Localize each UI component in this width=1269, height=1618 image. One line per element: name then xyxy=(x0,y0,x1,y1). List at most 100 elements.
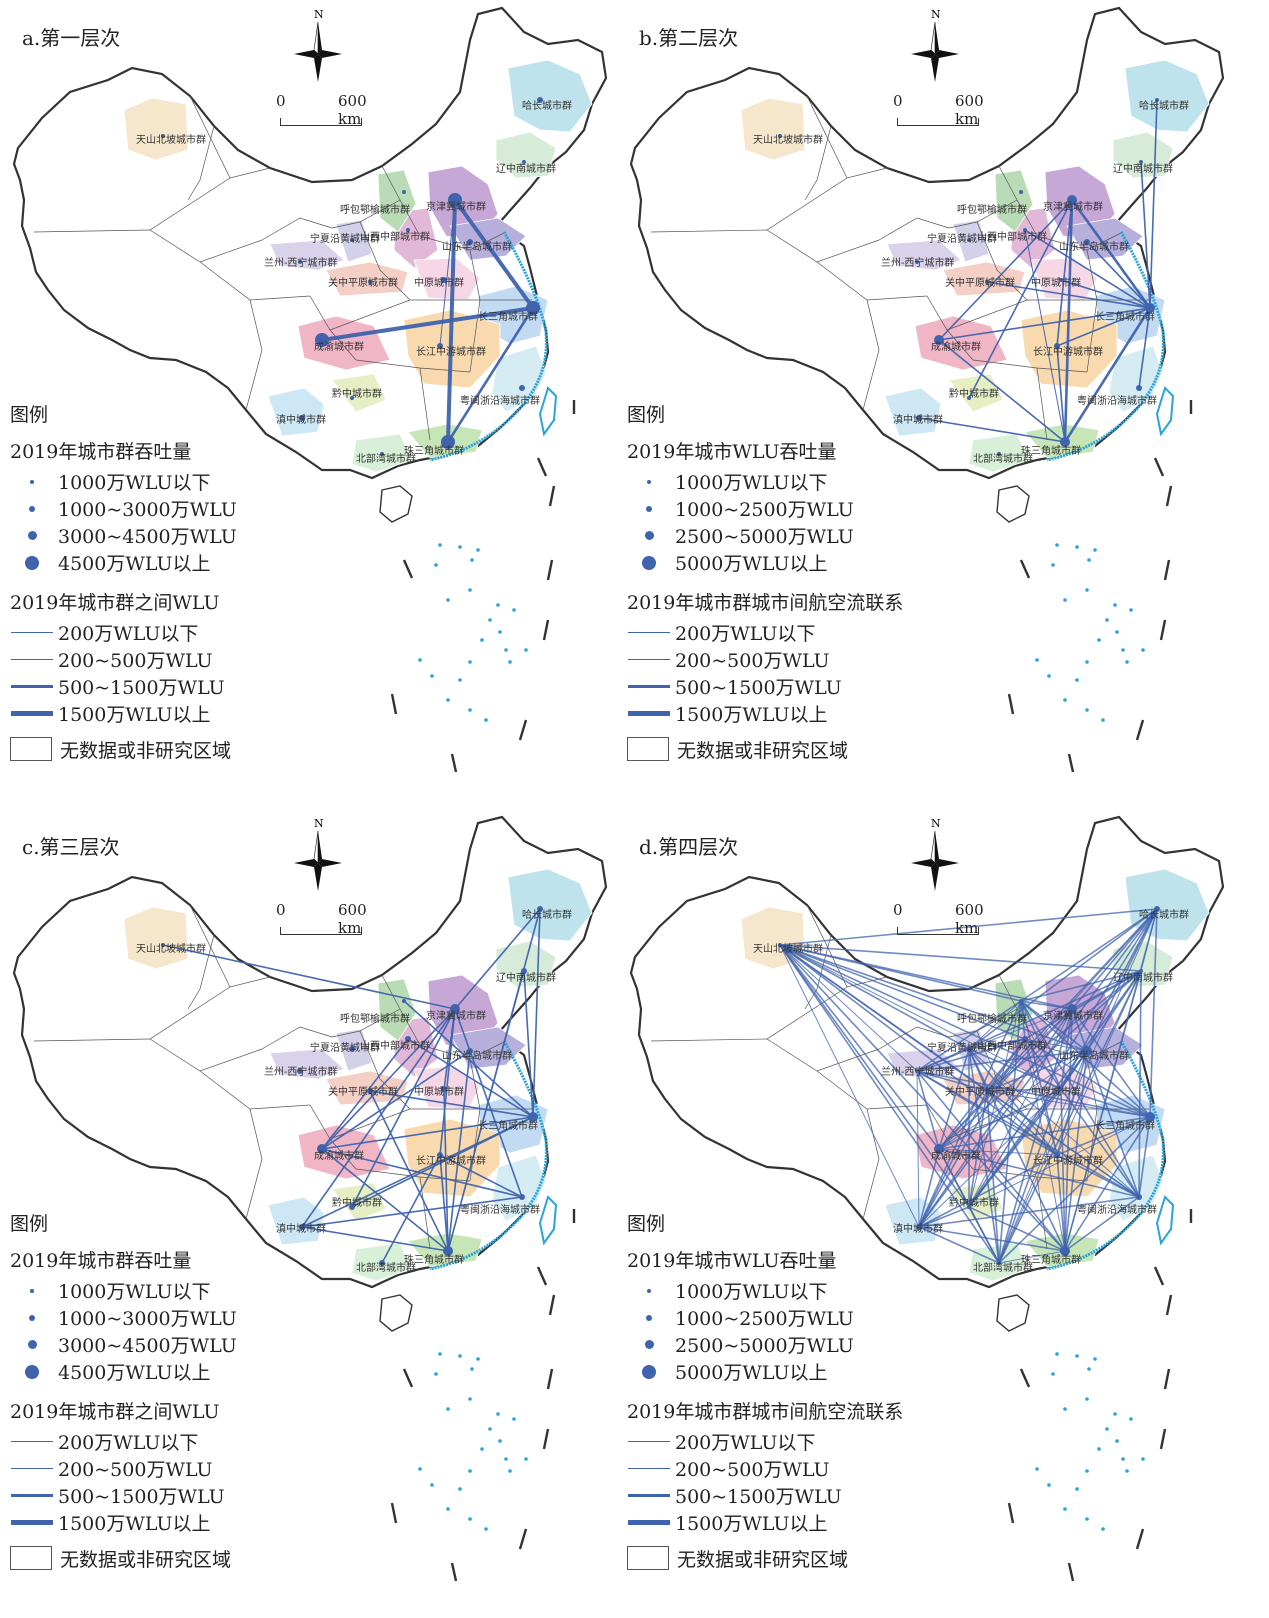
region-label: 北部湾城市群 xyxy=(973,452,1033,465)
legend-edge-label: 200万WLU以下 xyxy=(58,623,199,645)
scale-distance: 600 km xyxy=(338,901,367,937)
region-node xyxy=(1067,1004,1077,1014)
region-node xyxy=(467,239,473,245)
legend-node-row: 5000万WLU以上 xyxy=(627,1358,917,1385)
region-label: 山东半岛城市群 xyxy=(1059,1049,1129,1062)
hainan-island xyxy=(379,1294,413,1332)
dashed-boundary xyxy=(450,1562,458,1582)
legend-line xyxy=(628,1494,670,1497)
region-label: 天山北坡城市群 xyxy=(753,133,823,146)
legend-edge-row: 200~500万WLU xyxy=(10,646,300,673)
region-label: 山西中部城市群 xyxy=(977,230,1047,243)
flow-line xyxy=(301,1226,449,1252)
flow-line xyxy=(918,1196,1140,1228)
flow-line xyxy=(918,1226,1066,1252)
province-border xyxy=(261,217,333,241)
legend-line-cell xyxy=(627,658,671,661)
legend-nodata: 无数据或非研究区域 xyxy=(10,1544,300,1572)
region-label: 哈长城市群 xyxy=(522,908,572,921)
region-14 xyxy=(297,315,391,371)
region-node xyxy=(537,906,543,912)
needle-w xyxy=(294,859,318,867)
region-label: 兰州-西宁城市群 xyxy=(264,256,337,269)
flow-line xyxy=(532,908,541,1118)
island-mark xyxy=(430,674,434,678)
island-mark xyxy=(1105,618,1109,622)
dashed-boundary xyxy=(1135,1528,1145,1550)
legend-line-cell xyxy=(10,1467,54,1470)
legend-dot-cell xyxy=(10,1340,54,1349)
region-node xyxy=(985,280,989,284)
legend-line-cell xyxy=(627,711,671,716)
north-label: N xyxy=(314,817,324,830)
legend-dot-cell xyxy=(10,1364,54,1379)
hainan-island xyxy=(996,485,1030,523)
compass-svg: N xyxy=(911,8,959,82)
legend-node-label: 5000万WLU以上 xyxy=(675,1362,828,1384)
island-mark xyxy=(430,1483,434,1487)
flow-line xyxy=(1060,279,1151,309)
region-node xyxy=(161,134,165,138)
flow-line xyxy=(1056,199,1073,347)
island-mark xyxy=(1055,1352,1059,1356)
region-label: 兰州-西宁城市群 xyxy=(881,1065,954,1078)
hainan-island xyxy=(379,485,413,523)
flow-line xyxy=(916,1070,988,1092)
flow-line xyxy=(1060,1088,1066,1252)
island-mark xyxy=(418,658,422,662)
region-node xyxy=(1059,278,1063,282)
flow-line xyxy=(938,1116,1151,1150)
legend-edge-label: 200万WLU以下 xyxy=(675,1432,816,1454)
island-mark xyxy=(480,638,484,642)
region-label: 关中平原城市群 xyxy=(945,276,1015,289)
flow-line xyxy=(998,1000,1022,1264)
region-label: 山西中部城市群 xyxy=(360,1039,430,1052)
north-label: N xyxy=(931,817,941,830)
region-label: 中原城市群 xyxy=(1031,1085,1081,1098)
flow-line xyxy=(916,1070,920,1228)
flow-line xyxy=(321,1148,449,1252)
legend-node-row: 3000~4500万WLU xyxy=(10,1331,300,1358)
region-node xyxy=(441,1086,447,1092)
region-7 xyxy=(994,169,1034,233)
legend-line-cell xyxy=(10,632,54,633)
island-mark xyxy=(1063,1507,1067,1511)
legend-node-row: 2500~5000万WLU xyxy=(627,522,917,549)
province-border xyxy=(862,299,880,411)
flow-line xyxy=(918,1090,988,1228)
flow-line xyxy=(403,1000,534,1118)
flow-line xyxy=(918,1000,1022,1228)
flow-line xyxy=(1056,970,1142,1156)
legend-dot xyxy=(642,555,656,570)
flow-line xyxy=(1064,1196,1140,1252)
island-mark xyxy=(1105,1427,1109,1431)
needle-e xyxy=(318,859,342,867)
island-mark xyxy=(1075,545,1079,549)
north-arrow-icon: N xyxy=(907,815,963,899)
island-mark xyxy=(1085,588,1089,592)
legend-dot xyxy=(647,479,651,484)
province-border xyxy=(804,125,832,201)
region-label: 成渝城市群 xyxy=(314,1149,364,1162)
island-mark xyxy=(446,598,450,602)
flow-line xyxy=(1020,1000,1073,1010)
region-node xyxy=(967,238,971,242)
island-mark xyxy=(1101,1527,1105,1531)
region-3 xyxy=(1112,131,1174,179)
flow-line xyxy=(968,1048,1140,1198)
legend-node-label: 1000万WLU以下 xyxy=(58,1281,211,1303)
region-node xyxy=(915,260,919,264)
island-mark xyxy=(468,1469,472,1473)
island-mark xyxy=(468,708,472,712)
flow-line xyxy=(916,1070,1066,1252)
flow-line xyxy=(779,944,970,1050)
region-label: 哈长城市群 xyxy=(1139,99,1189,112)
legend-edge-label: 200~500万WLU xyxy=(58,650,213,672)
flow-line xyxy=(918,908,1158,1228)
region-9 xyxy=(269,239,345,271)
flow-line xyxy=(439,1154,523,1198)
legend-edge-label: 1500万WLU以上 xyxy=(58,704,211,726)
dashed-boundary xyxy=(546,559,554,581)
island-mark xyxy=(1093,1357,1097,1361)
region-2 xyxy=(1124,59,1210,133)
